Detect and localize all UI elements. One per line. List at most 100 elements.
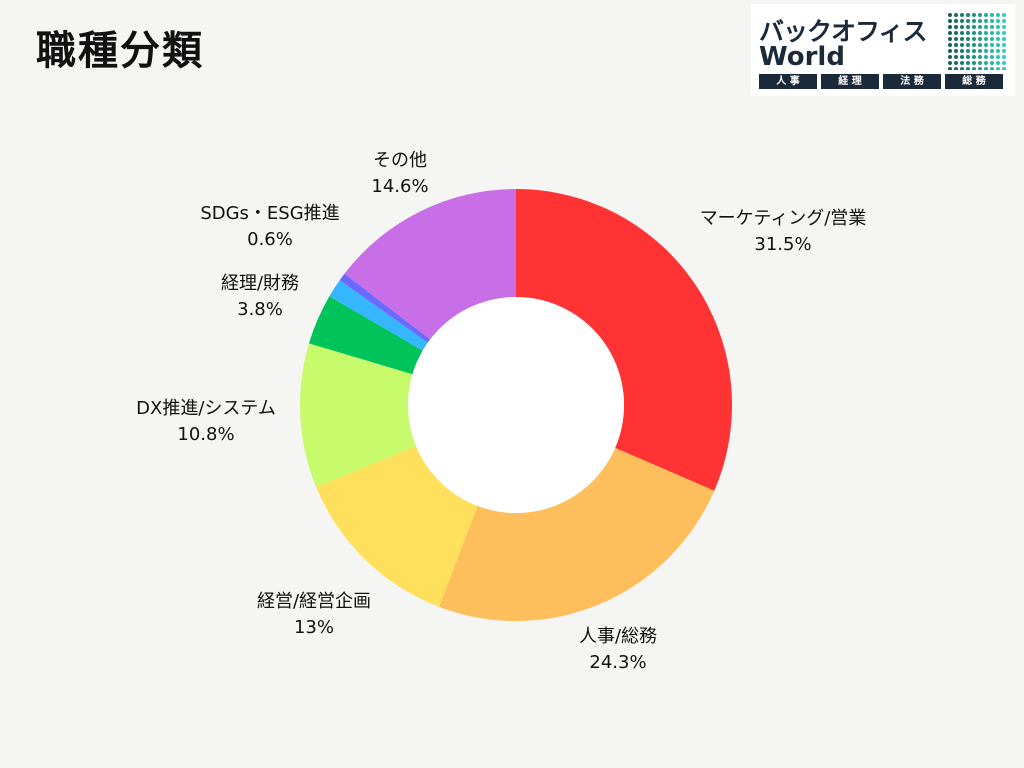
logo-dot — [996, 13, 1000, 17]
logo-dot — [984, 37, 988, 41]
logo-dot — [966, 25, 970, 29]
logo-dot — [954, 31, 958, 35]
slice-value-label: 0.6% — [247, 229, 293, 250]
logo-dot — [1002, 19, 1006, 23]
logo-dot — [972, 25, 976, 29]
slice-category-label: マーケティング/営業 — [700, 208, 867, 229]
logo-dot — [972, 49, 976, 53]
page-title: 職種分類 — [36, 28, 204, 74]
logo-dot — [1002, 43, 1006, 47]
logo-dot — [990, 49, 994, 53]
logo-dot — [954, 25, 958, 29]
logo-dot — [996, 37, 1000, 41]
logo-dot — [1002, 67, 1006, 70]
logo-dot — [966, 43, 970, 47]
logo-tag: 経 理 — [821, 74, 879, 89]
logo-dot — [972, 43, 976, 47]
logo-text-line1: バックオフィス — [759, 17, 928, 46]
donut-slice — [344, 189, 516, 340]
logo-dot — [960, 43, 964, 47]
brand-logo: バックオフィス World 人 事 経 理 法 務 総 務 — [751, 4, 1015, 96]
donut-slice — [516, 189, 732, 491]
logo-dot — [990, 43, 994, 47]
logo-tag: 人 事 — [759, 74, 817, 89]
logo-dot — [996, 25, 1000, 29]
slice-category-label: 人事/総務 — [579, 626, 657, 647]
logo-tags: 人 事 経 理 法 務 総 務 — [759, 74, 1003, 89]
slice-value-label: 3.8% — [237, 299, 283, 320]
logo-dot — [972, 55, 976, 59]
logo-dot — [978, 61, 982, 65]
logo-dot — [1002, 55, 1006, 59]
logo-dot — [966, 31, 970, 35]
logo-dot — [948, 43, 952, 47]
logo-dot — [984, 19, 988, 23]
logo-dot — [984, 13, 988, 17]
logo-dot — [954, 67, 958, 70]
logo-dot — [990, 25, 994, 29]
logo-dot — [966, 49, 970, 53]
logo-dot — [954, 55, 958, 59]
logo-dot — [948, 55, 952, 59]
logo-dot — [978, 43, 982, 47]
logo-dot — [984, 61, 988, 65]
logo-dot — [960, 61, 964, 65]
logo-dot — [972, 19, 976, 23]
logo-dot — [996, 67, 1000, 70]
logo-dot-grid-icon — [948, 13, 1006, 70]
logo-dot — [978, 67, 982, 70]
logo-dot — [960, 31, 964, 35]
logo-dot — [996, 43, 1000, 47]
logo-dot — [984, 49, 988, 53]
logo-dot — [972, 37, 976, 41]
logo-tag: 法 務 — [883, 74, 941, 89]
logo-dot — [1002, 49, 1006, 53]
logo-dot — [1002, 61, 1006, 65]
logo-tag: 総 務 — [945, 74, 1003, 89]
logo-dot — [978, 13, 982, 17]
logo-dot — [1002, 37, 1006, 41]
slice-value-label: 14.6% — [371, 176, 428, 197]
logo-dot — [960, 49, 964, 53]
logo-dot — [978, 55, 982, 59]
logo-dot — [972, 13, 976, 17]
logo-dot — [972, 31, 976, 35]
logo-dot — [1002, 31, 1006, 35]
slice-category-label: DX推進/システム — [136, 398, 276, 419]
logo-dot — [984, 43, 988, 47]
logo-dot — [978, 19, 982, 23]
slice-category-label: 経営/経営企画 — [257, 591, 371, 612]
logo-dot — [948, 67, 952, 70]
logo-dot — [960, 37, 964, 41]
logo-dot — [996, 19, 1000, 23]
logo-dot — [996, 61, 1000, 65]
logo-dot — [954, 49, 958, 53]
logo-dot — [996, 31, 1000, 35]
donut-slice — [299, 343, 417, 488]
logo-dot — [984, 55, 988, 59]
slice-category-label: その他 — [373, 150, 427, 171]
logo-dot — [954, 43, 958, 47]
slice-value-label: 13% — [294, 617, 334, 638]
donut-slice — [329, 280, 428, 351]
logo-dot — [978, 25, 982, 29]
logo-text-line2: World — [759, 42, 845, 72]
logo-dot — [978, 31, 982, 35]
donut-slice — [316, 446, 478, 607]
logo-dot — [966, 37, 970, 41]
logo-dot — [960, 25, 964, 29]
logo-dot — [978, 37, 982, 41]
logo-dot — [948, 49, 952, 53]
logo-dot — [990, 31, 994, 35]
donut-slice — [308, 296, 423, 375]
slice-category-label: 経理/財務 — [221, 273, 299, 294]
donut-slice — [439, 447, 715, 621]
logo-dot — [948, 13, 952, 17]
logo-dot — [972, 67, 976, 70]
logo-dot — [960, 13, 964, 17]
logo-dot — [948, 19, 952, 23]
logo-dot — [960, 55, 964, 59]
logo-dot — [966, 55, 970, 59]
logo-dot — [954, 61, 958, 65]
